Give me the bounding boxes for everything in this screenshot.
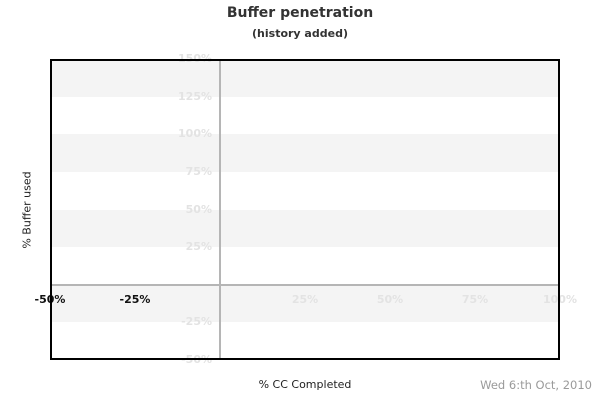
y-tick-label: 25% xyxy=(185,240,212,254)
date-label: Wed 6:th Oct, 2010 xyxy=(480,378,592,392)
y-tick-label: -25% xyxy=(181,315,212,329)
y-tick-label: 125% xyxy=(178,89,212,103)
plot-area: 150% 125% 100% 75% 50% 25% -25% -50% -50% -25% 25%… xyxy=(35,52,577,366)
x-tick-label: -50% xyxy=(34,292,66,306)
plot-band xyxy=(50,134,560,172)
y-tick-label: -50% xyxy=(181,353,212,366)
plot-band xyxy=(50,284,560,323)
zero-gridline-horizontal xyxy=(50,283,560,286)
x-tick-label: 100% xyxy=(543,292,577,306)
y-tick-label: 100% xyxy=(178,127,212,141)
x-axis-title: % CC Completed xyxy=(258,378,352,391)
y-tick-label: 150% xyxy=(178,52,212,65)
chart-title: Buffer penetration xyxy=(226,5,374,21)
x-tick-label: 75% xyxy=(461,292,489,306)
x-tick-label: -25% xyxy=(119,292,151,306)
x-tick-label: 50% xyxy=(376,292,404,306)
chart-subtitle: (history added) xyxy=(252,27,348,40)
zero-gridline-vertical xyxy=(219,59,221,360)
x-tick-label: 25% xyxy=(291,292,319,306)
y-axis-title: % Buffer used xyxy=(20,171,34,249)
y-tick-label: 75% xyxy=(185,164,212,178)
plot-band xyxy=(50,209,560,248)
plot-band xyxy=(50,59,560,97)
y-tick-label: 50% xyxy=(185,202,212,216)
